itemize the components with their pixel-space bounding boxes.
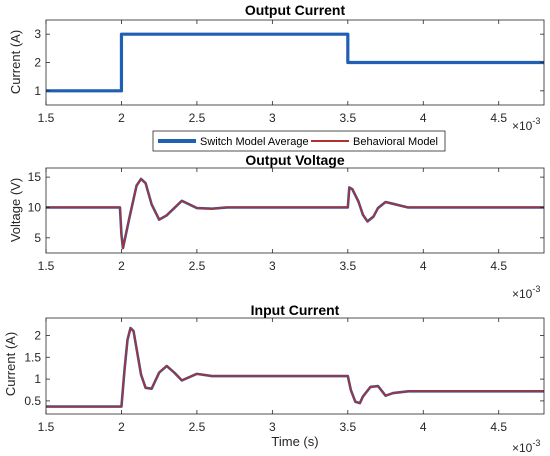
series-layer xyxy=(46,326,544,408)
y-axis-label: Voltage (V) xyxy=(8,178,23,242)
y-tick-label: 10 xyxy=(28,200,42,214)
x-tick-label: 2 xyxy=(118,420,125,434)
y-tick-label: 15 xyxy=(28,170,42,184)
x-tick-label: 3 xyxy=(269,259,276,273)
plot-title: Output Current xyxy=(245,2,346,18)
x-tick-label: 4.5 xyxy=(490,420,507,434)
y-tick-label: 3 xyxy=(34,27,41,41)
input-current-plot: Input Current Current (A) 1.5 2 2.5 3 3.5 4 4.… xyxy=(3,302,545,455)
y-tick-label: 1.5 xyxy=(24,350,41,364)
tick-layer: 1.5 2 2.5 3 3.5 4 4.5 5 10 15 xyxy=(28,168,544,273)
series-layer xyxy=(46,32,544,93)
x-tick-label: 2.5 xyxy=(189,420,206,434)
y-tick-label: 2 xyxy=(34,56,41,70)
x-tick-label: 4 xyxy=(420,259,427,273)
x-tick-label: 3.5 xyxy=(339,259,356,273)
x-tick-label: 1.5 xyxy=(38,111,55,125)
legend-label-switch-model: Switch Model Average xyxy=(200,136,309,148)
series-line-behavioral-model xyxy=(46,327,544,408)
y-tick-label: 0.5 xyxy=(24,394,41,408)
plot-title: Output Voltage xyxy=(245,152,344,168)
x-tick-label: 4 xyxy=(420,111,427,125)
legend-box xyxy=(152,130,446,152)
x-tick-label: 3.5 xyxy=(339,420,356,434)
x-tick-label: 3.5 xyxy=(339,111,356,125)
plot-title: Input Current xyxy=(251,302,340,318)
plot-frame xyxy=(45,317,545,415)
plot-frame xyxy=(45,19,545,106)
x-tick-label: 2.5 xyxy=(189,111,206,125)
x-exponent-label: ×10-3 xyxy=(512,116,540,133)
x-tick-label: 2 xyxy=(118,111,125,125)
y-tick-label: 2 xyxy=(34,328,41,342)
x-tick-label: 4 xyxy=(420,420,427,434)
x-exponent-label: ×10-3 xyxy=(512,284,540,301)
y-tick-label: 5 xyxy=(34,231,41,245)
x-tick-label: 4.5 xyxy=(490,111,507,125)
x-axis-label: Time (s) xyxy=(271,434,318,449)
x-tick-label: 2 xyxy=(118,259,125,273)
x-tick-label: 1.5 xyxy=(38,259,55,273)
series-line-switch-model-average xyxy=(46,32,544,93)
x-tick-label: 1.5 xyxy=(38,420,55,434)
x-tick-label: 3 xyxy=(269,420,276,434)
plot-frame xyxy=(45,167,545,254)
y-axis-label: Current (A) xyxy=(8,30,23,94)
legend-label-behavioral-model: Behavioral Model xyxy=(353,136,438,148)
output-current-plot: Output Current Current (A) 1.5 2 2.5 3 3.5 4 4… xyxy=(8,2,545,152)
x-tick-label: 4.5 xyxy=(490,259,507,273)
y-tick-label: 1 xyxy=(34,84,41,98)
x-tick-label: 2.5 xyxy=(189,259,206,273)
legend: Switch Model Average Behavioral Model xyxy=(152,130,446,152)
x-exponent-label: ×10-3 xyxy=(512,438,540,455)
series-line-switch-model-average xyxy=(46,326,544,408)
series-layer xyxy=(46,177,544,250)
tick-layer: 1.5 2 2.5 3 3.5 4 4.5 1 2 3 xyxy=(34,20,544,125)
tick-layer: 1.5 2 2.5 3 3.5 4 4.5 0.5 1 1.5 2 xyxy=(24,318,544,434)
output-voltage-plot: Output Voltage Voltage (V) 1.5 2 2.5 3 3.5 4 4… xyxy=(8,152,545,301)
y-tick-label: 1 xyxy=(34,372,41,386)
x-tick-label: 3 xyxy=(269,111,276,125)
series-line-behavioral-model xyxy=(46,178,544,249)
y-axis-label: Current (A) xyxy=(3,332,18,396)
